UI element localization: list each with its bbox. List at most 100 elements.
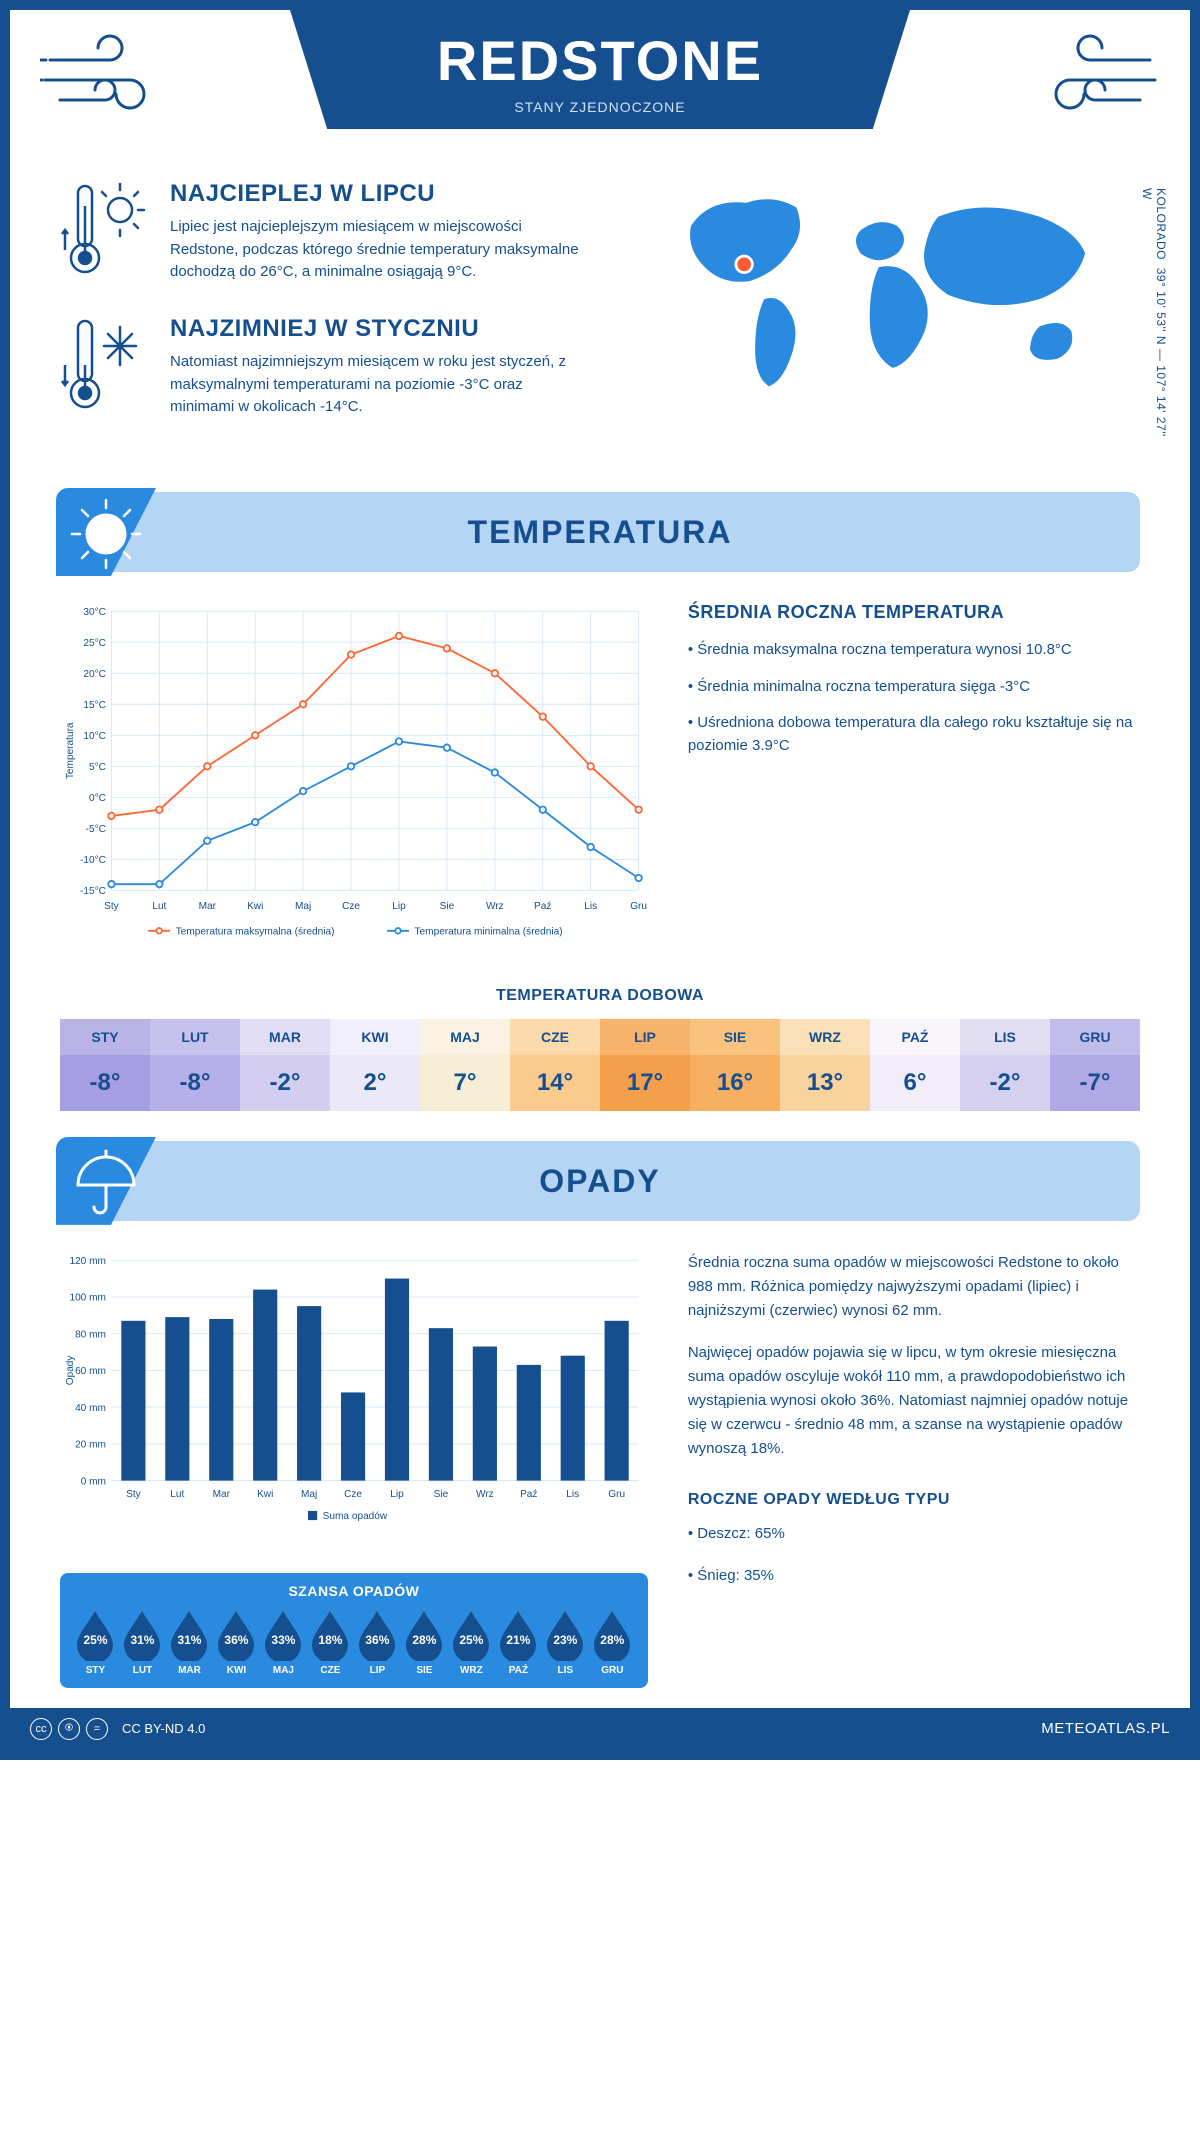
svg-text:30°C: 30°C <box>83 607 106 618</box>
thermometer-hot-icon <box>60 180 150 285</box>
license-badge: cc🅯= CC BY-ND 4.0 <box>30 1718 205 1740</box>
daily-temp-cell: LIS -2° <box>960 1019 1050 1111</box>
svg-text:Kwi: Kwi <box>247 901 263 912</box>
svg-text:Lip: Lip <box>390 1489 404 1500</box>
chance-item: 33%MAJ <box>260 1607 307 1676</box>
page-frame: REDSTONE STANY ZJEDNOCZONE <box>0 0 1200 1760</box>
header: REDSTONE STANY ZJEDNOCZONE <box>10 10 1190 180</box>
svg-text:Mar: Mar <box>213 1489 231 1500</box>
svg-text:25°C: 25°C <box>83 638 106 649</box>
fact-text: Lipiec jest najcieplejszym miesiącem w m… <box>170 216 590 284</box>
precipitation-bar-chart: 0 mm 20 mm 40 mm 60 mm 80 mm 100 mm 120 mm Sty L… <box>60 1251 648 1554</box>
coordinates: KOLORADO 39° 10' 53'' N — 107° 14' 27'' … <box>1140 188 1168 450</box>
fact-hottest: NAJCIEPLEJ W LIPCU Lipiec jest najcieple… <box>60 180 605 285</box>
svg-text:Gru: Gru <box>630 901 647 912</box>
svg-text:Temperatura: Temperatura <box>65 722 76 779</box>
daily-temp-cell: PAŹ 6° <box>870 1019 960 1111</box>
daily-temp-title: TEMPERATURA DOBOWA <box>10 987 1190 1005</box>
svg-text:Lut: Lut <box>170 1489 184 1500</box>
svg-text:Wrz: Wrz <box>486 901 504 912</box>
svg-text:Cze: Cze <box>344 1489 362 1500</box>
precip-summary: Średnia roczna suma opadów w miejscowośc… <box>688 1251 1140 1688</box>
page-title: REDSTONE <box>290 28 910 93</box>
svg-text:Maj: Maj <box>301 1489 317 1500</box>
daily-temp-cell: MAR -2° <box>240 1019 330 1111</box>
svg-text:Maj: Maj <box>295 901 311 912</box>
precip-chance-box: SZANSA OPADÓW 25%STY31%LUT31%MAR36%KWI33… <box>60 1573 648 1688</box>
chance-item: 31%MAR <box>166 1607 213 1676</box>
svg-text:-10°C: -10°C <box>80 855 106 866</box>
svg-text:0 mm: 0 mm <box>81 1476 106 1487</box>
wind-icon <box>40 30 180 125</box>
svg-text:15°C: 15°C <box>83 700 106 711</box>
wind-icon <box>1020 30 1160 125</box>
svg-text:Sie: Sie <box>434 1489 449 1500</box>
svg-text:0°C: 0°C <box>89 793 106 804</box>
svg-text:Mar: Mar <box>199 901 217 912</box>
svg-text:80 mm: 80 mm <box>75 1329 106 1340</box>
svg-text:Sie: Sie <box>440 901 455 912</box>
chance-item: 25%STY <box>72 1607 119 1676</box>
svg-text:40 mm: 40 mm <box>75 1403 106 1414</box>
chance-item: 23%LIS <box>542 1607 589 1676</box>
svg-text:-5°C: -5°C <box>86 824 106 835</box>
daily-temp-cell: KWI 2° <box>330 1019 420 1111</box>
precip-paragraph: Średnia roczna suma opadów w miejscowośc… <box>688 1251 1140 1323</box>
svg-text:10°C: 10°C <box>83 731 106 742</box>
daily-temp-cell: STY -8° <box>60 1019 150 1111</box>
svg-text:Lis: Lis <box>584 901 597 912</box>
daily-temp-cell: MAJ 7° <box>420 1019 510 1111</box>
fact-coldest: NAJZIMNIEJ W STYCZNIU Natomiast najzimni… <box>60 315 605 420</box>
svg-text:20°C: 20°C <box>83 669 106 680</box>
chance-item: 28%SIE <box>401 1607 448 1676</box>
summary-item: • Średnia minimalna roczna temperatura s… <box>688 676 1140 699</box>
svg-text:Suma opadów: Suma opadów <box>323 1511 388 1522</box>
temperature-summary: ŚREDNIA ROCZNA TEMPERATURA • Średnia mak… <box>688 602 1140 947</box>
fact-title: NAJZIMNIEJ W STYCZNIU <box>170 315 590 343</box>
chance-item: 18%CZE <box>307 1607 354 1676</box>
section-header-temperature: TEMPERATURA <box>60 492 1140 572</box>
title-banner: REDSTONE STANY ZJEDNOCZONE <box>290 10 910 129</box>
chance-item: 25%WRZ <box>448 1607 495 1676</box>
svg-text:Gru: Gru <box>608 1489 625 1500</box>
chance-item: 21%PAŹ <box>495 1607 542 1676</box>
svg-text:-15°C: -15°C <box>80 886 106 897</box>
svg-text:Lut: Lut <box>152 901 166 912</box>
summary-item: • Uśredniona dobowa temperatura dla całe… <box>688 712 1140 757</box>
chance-title: SZANSA OPADÓW <box>72 1583 636 1599</box>
daily-temp-cell: GRU -7° <box>1050 1019 1140 1111</box>
svg-text:Lip: Lip <box>392 901 406 912</box>
daily-temp-cell: LIP 17° <box>600 1019 690 1111</box>
svg-text:Sty: Sty <box>126 1489 142 1500</box>
daily-temp-cell: WRZ 13° <box>780 1019 870 1111</box>
svg-text:Temperatura minimalna (średnia: Temperatura minimalna (średnia) <box>415 926 563 937</box>
svg-text:Lis: Lis <box>566 1489 579 1500</box>
page-subtitle: STANY ZJEDNOCZONE <box>290 99 910 115</box>
daily-temp-table: STY -8°LUT -8°MAR -2°KWI 2°MAJ 7°CZE 14°… <box>60 1019 1140 1111</box>
brand-label: METEOATLAS.PL <box>1041 1720 1170 1737</box>
sun-icon <box>66 494 146 603</box>
thermometer-cold-icon <box>60 315 150 420</box>
chance-item: 31%LUT <box>119 1607 166 1676</box>
svg-text:Paź: Paź <box>520 1489 537 1500</box>
svg-text:100 mm: 100 mm <box>69 1292 105 1303</box>
umbrella-icon <box>66 1143 146 1252</box>
section-header-precipitation: OPADY <box>60 1141 1140 1221</box>
summary-item: • Średnia maksymalna roczna temperatura … <box>688 639 1140 662</box>
precip-paragraph: Najwięcej opadów pojawia się w lipcu, w … <box>688 1341 1140 1461</box>
precip-type-item: • Śnieg: 35% <box>688 1564 1140 1588</box>
chance-item: 28%GRU <box>589 1607 636 1676</box>
svg-text:20 mm: 20 mm <box>75 1439 106 1450</box>
daily-temp-cell: CZE 14° <box>510 1019 600 1111</box>
chance-item: 36%LIP <box>354 1607 401 1676</box>
svg-text:Opady: Opady <box>65 1354 76 1385</box>
svg-text:Cze: Cze <box>342 901 360 912</box>
world-map <box>645 180 1140 405</box>
fact-text: Natomiast najzimniejszym miesiącem w rok… <box>170 351 590 419</box>
svg-text:60 mm: 60 mm <box>75 1366 106 1377</box>
precip-type-title: ROCZNE OPADY WEDŁUG TYPU <box>688 1487 1140 1513</box>
svg-text:5°C: 5°C <box>89 762 106 773</box>
svg-text:Wrz: Wrz <box>476 1489 494 1500</box>
svg-text:120 mm: 120 mm <box>69 1256 105 1267</box>
summary-title: ŚREDNIA ROCZNA TEMPERATURA <box>688 602 1140 623</box>
